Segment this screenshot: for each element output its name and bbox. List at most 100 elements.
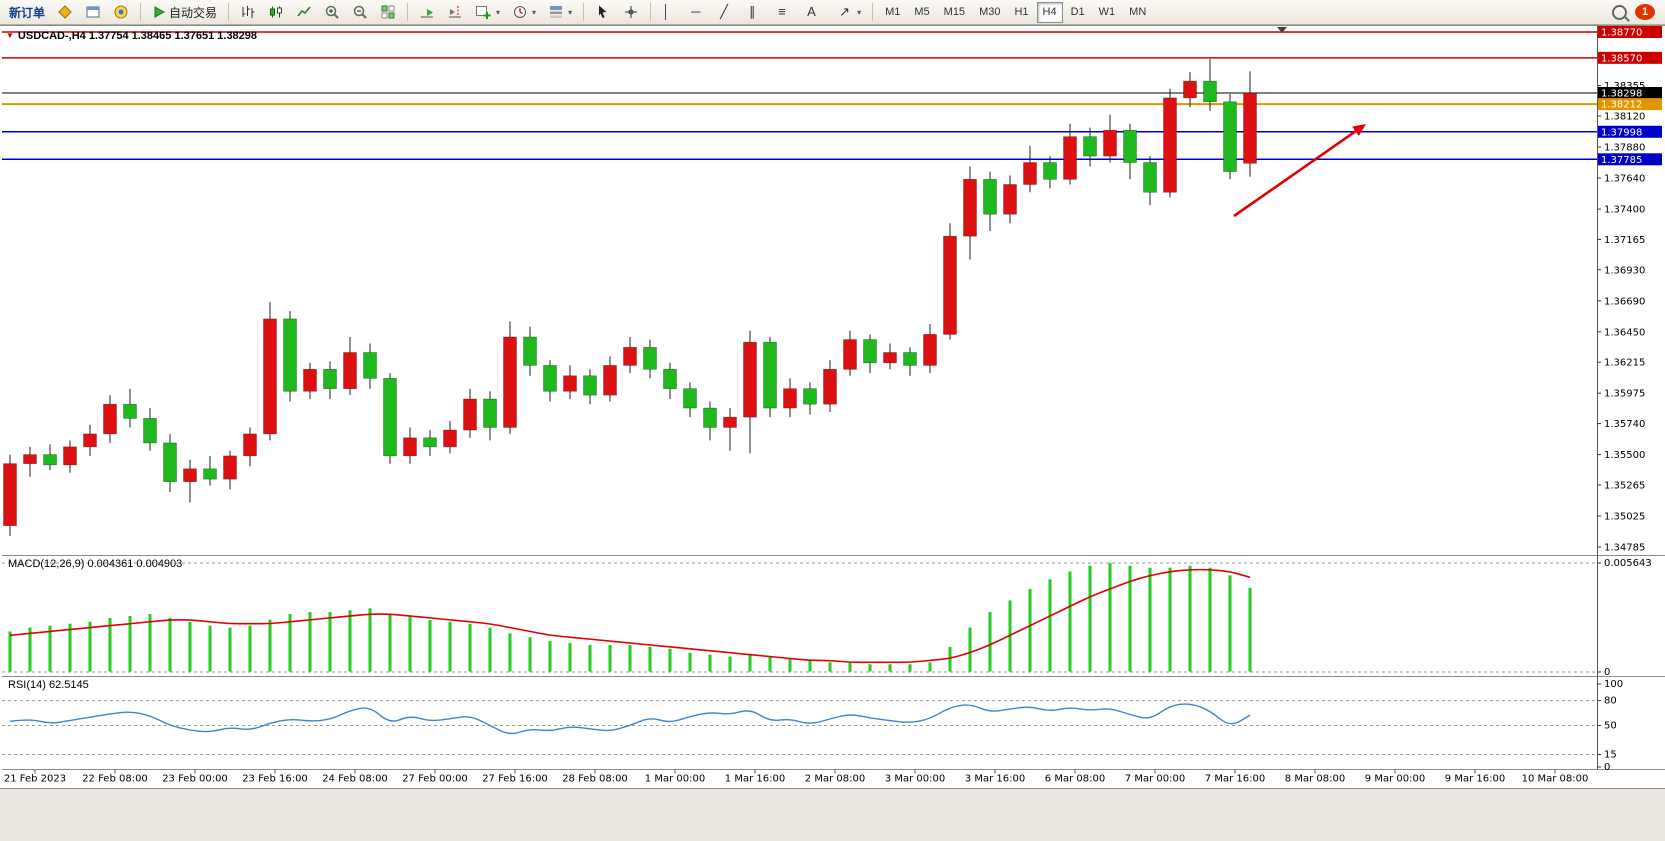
toolbar-separator <box>583 3 585 21</box>
candle-body <box>443 429 457 448</box>
zoom-out-icon[interactable] <box>347 1 373 24</box>
price-axis[interactable]: 1.38355 1.38120 1.37880 1.37640 1.37400 1.371… <box>1597 26 1662 554</box>
timeframe-d1[interactable]: D1 <box>1070 6 1085 18</box>
autotrade-button[interactable]: 自动交易 <box>147 1 222 24</box>
price-tick-label: 1.37640 <box>1604 174 1645 185</box>
candle-body <box>863 339 877 364</box>
search-icon[interactable] <box>1612 4 1627 20</box>
price-tick-label: 1.35025 <box>1604 511 1645 522</box>
chart-shift-icon[interactable] <box>442 1 468 24</box>
candle-body <box>43 454 57 466</box>
timeframe-h4[interactable]: H4 <box>1036 1 1063 23</box>
text-tool[interactable]: A <box>807 4 816 19</box>
chart-shift-marker[interactable] <box>1277 27 1287 33</box>
timeframe-h1[interactable]: H1 <box>1014 6 1029 18</box>
candle-body <box>163 442 177 483</box>
candle-body <box>1183 80 1197 99</box>
price-level-badge-label: 1.37785 <box>1601 155 1642 166</box>
macd-axis: 0.005643 0 <box>1597 558 1652 678</box>
new-order-button[interactable]: 新订单 <box>9 5 46 20</box>
macd-signal-line <box>9 568 1251 664</box>
time-tick-label: 23 Feb 16:00 <box>242 774 308 785</box>
price-tick-label: 1.36215 <box>1604 358 1645 369</box>
market-watch-icon[interactable] <box>52 1 78 24</box>
new-chart-button[interactable]: ▾ <box>470 1 505 24</box>
zoom-in-icon[interactable] <box>319 1 345 24</box>
chevron-down-icon: ▾ <box>857 7 862 17</box>
svg-text:100: 100 <box>1604 679 1623 690</box>
panel-borders <box>0 25 1665 789</box>
trendline-tool[interactable]: ╱ <box>720 4 728 19</box>
candlestick-chart-icon[interactable] <box>263 1 289 24</box>
candle-body <box>1243 92 1257 164</box>
candle-body <box>483 398 497 428</box>
candle-body <box>763 341 777 409</box>
cursor-icon[interactable] <box>590 1 616 24</box>
timeframe-m15[interactable]: M15 <box>943 6 966 18</box>
candle-body <box>663 369 677 389</box>
fibonacci-tool[interactable]: ≡ <box>778 4 786 19</box>
price-level-badge <box>1598 86 1662 99</box>
toolbar: 新订单 自动交易 ▾ ▾ ▾ │ ─ ╱ ∥ <box>0 0 1665 25</box>
price-tick-label: 1.37880 <box>1604 143 1645 154</box>
chevron-down-icon: ▾ <box>496 7 501 17</box>
navigator-icon[interactable] <box>108 1 134 24</box>
price-tick-label: 1.35500 <box>1604 450 1645 461</box>
templates-button[interactable]: ▾ <box>543 1 577 24</box>
vertical-line-tool[interactable]: │ <box>662 4 671 19</box>
crosshair-icon[interactable] <box>618 1 644 24</box>
candle-body <box>623 347 637 366</box>
candle-body <box>243 433 257 457</box>
time-tick-label: 3 Mar 00:00 <box>885 774 945 785</box>
horizontal-line-tool[interactable]: ─ <box>691 4 701 19</box>
timeframe-m1[interactable]: M1 <box>885 6 901 18</box>
auto-scroll-icon[interactable] <box>414 1 440 24</box>
candle-body <box>1123 129 1137 163</box>
candle-body <box>1003 184 1017 215</box>
candle-body <box>943 235 957 335</box>
timeframe-w1[interactable]: W1 <box>1098 6 1116 18</box>
line-chart-icon[interactable] <box>291 1 317 24</box>
candle-body <box>923 334 937 366</box>
time-tick-label: 21 Feb 2023 <box>4 774 66 785</box>
price-level-badge <box>1598 125 1662 138</box>
time-tick-label: 22 Feb 08:00 <box>82 774 148 785</box>
price-level-badge-label: 1.38298 <box>1601 88 1642 99</box>
bar-chart-icon[interactable] <box>235 1 261 24</box>
svg-text:0: 0 <box>1604 667 1610 678</box>
play-icon <box>154 6 166 18</box>
toolbar-separator <box>650 3 652 21</box>
toolbar-separator <box>872 3 874 21</box>
periods-button[interactable]: ▾ <box>507 1 541 24</box>
toolbar-right-group: 1 <box>1612 4 1661 20</box>
candle-body <box>83 433 97 448</box>
data-window-icon[interactable] <box>80 1 106 24</box>
price-level-badge <box>1598 26 1662 38</box>
price-level-badge-label: 1.38770 <box>1601 28 1642 39</box>
time-axis[interactable]: 21 Feb 2023 22 Feb 08:00 23 Feb 00:00 23 Fe… <box>4 770 1589 785</box>
candles <box>3 59 1257 537</box>
candle-body <box>803 388 817 405</box>
tile-windows-icon[interactable] <box>375 1 401 24</box>
candle-body <box>523 336 537 366</box>
toolbar-separator <box>228 3 230 21</box>
timeframe-m5[interactable]: M5 <box>914 6 930 18</box>
time-tick-label: 3 Mar 16:00 <box>965 774 1025 785</box>
arrows-tool[interactable]: ↗ ▾ <box>831 1 866 24</box>
candle-body <box>63 446 77 466</box>
trend-arrow[interactable] <box>1233 126 1362 218</box>
rsi-axis: 100 80 50 150 <box>1597 679 1623 773</box>
channel-tool[interactable]: ∥ <box>749 4 756 19</box>
timeframe-mn[interactable]: MN <box>1129 6 1147 18</box>
candle-body <box>283 318 297 392</box>
candle-body <box>423 437 437 448</box>
notification-badge[interactable]: 1 <box>1635 4 1655 20</box>
candle-body <box>1043 162 1057 180</box>
price-level-badge <box>1598 51 1662 64</box>
trend-arrow-head[interactable] <box>1352 124 1366 136</box>
candle-body <box>23 454 37 464</box>
candle-body <box>403 437 417 457</box>
timeframe-m30[interactable]: M30 <box>979 6 1001 18</box>
candle-body <box>563 375 577 392</box>
